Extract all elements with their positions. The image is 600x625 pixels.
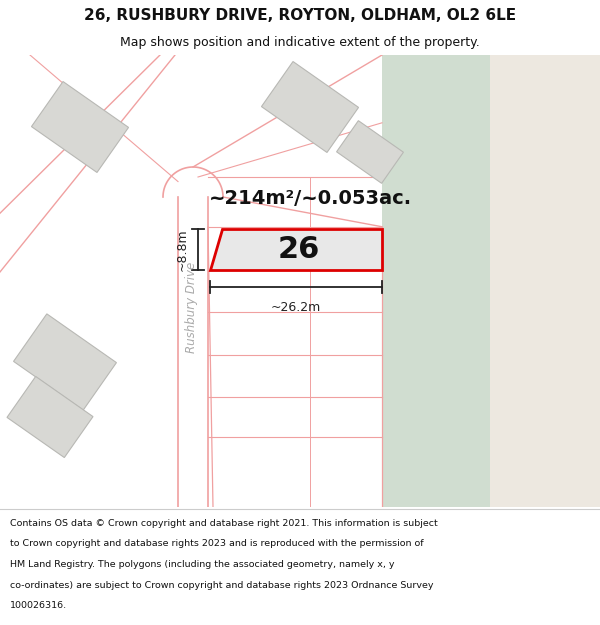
Bar xyxy=(490,55,600,507)
Polygon shape xyxy=(31,81,128,172)
Text: ~26.2m: ~26.2m xyxy=(271,301,321,314)
Polygon shape xyxy=(210,229,382,270)
Bar xyxy=(382,55,490,507)
Text: HM Land Registry. The polygons (including the associated geometry, namely x, y: HM Land Registry. The polygons (includin… xyxy=(10,560,395,569)
Text: Map shows position and indicative extent of the property.: Map shows position and indicative extent… xyxy=(120,36,480,49)
Text: 100026316.: 100026316. xyxy=(10,601,67,611)
Text: co-ordinates) are subject to Crown copyright and database rights 2023 Ordnance S: co-ordinates) are subject to Crown copyr… xyxy=(10,581,434,590)
Text: ~214m²/~0.053ac.: ~214m²/~0.053ac. xyxy=(208,189,412,209)
Text: to Crown copyright and database rights 2023 and is reproduced with the permissio: to Crown copyright and database rights 2… xyxy=(10,539,424,549)
Polygon shape xyxy=(7,376,93,458)
Polygon shape xyxy=(262,61,359,152)
Text: 26, RUSHBURY DRIVE, ROYTON, OLDHAM, OL2 6LE: 26, RUSHBURY DRIVE, ROYTON, OLDHAM, OL2 … xyxy=(84,8,516,23)
Text: Contains OS data © Crown copyright and database right 2021. This information is : Contains OS data © Crown copyright and d… xyxy=(10,519,438,528)
Text: 26: 26 xyxy=(278,235,320,264)
Polygon shape xyxy=(337,121,403,183)
Text: ~8.8m: ~8.8m xyxy=(176,228,189,271)
Polygon shape xyxy=(14,314,116,410)
Text: Rushbury Drive: Rushbury Drive xyxy=(185,261,199,352)
